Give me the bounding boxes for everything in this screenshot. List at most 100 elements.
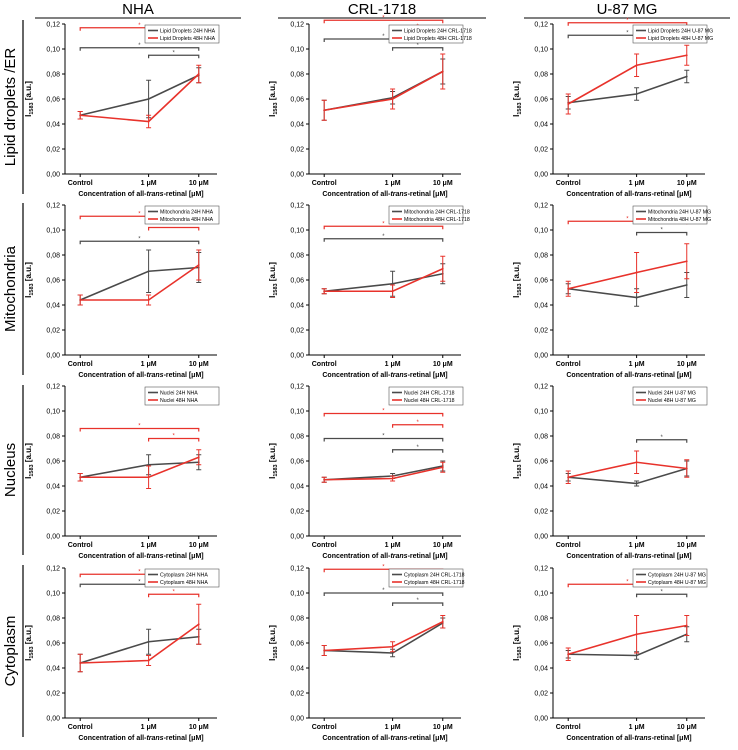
y-axis-label-unit: [a.u.] bbox=[268, 443, 277, 465]
x-tick-label: 10 μM bbox=[677, 724, 697, 731]
significance-bracket bbox=[392, 424, 444, 428]
y-axis-label-sub: 1583 bbox=[29, 283, 35, 295]
x-tick-label: 10 μM bbox=[433, 361, 453, 368]
y-axis-label-main: I bbox=[512, 296, 521, 298]
y-axis-label: I1583 [a.u.] bbox=[268, 81, 279, 117]
x-tick-label: Control bbox=[68, 724, 93, 731]
y-tick-label: 0,06 bbox=[534, 459, 548, 466]
data-point bbox=[441, 620, 444, 623]
significance-star: * bbox=[417, 445, 420, 451]
y-axis-label-sub: 1583 bbox=[517, 283, 523, 295]
column-headers: NHA CRL-1718 U-87 MG bbox=[35, 1, 730, 19]
x-axis-label-italic: trans bbox=[146, 372, 163, 379]
data-point bbox=[635, 633, 638, 636]
x-tick-label: Control bbox=[312, 180, 337, 187]
series-line-48h bbox=[324, 268, 444, 293]
legend-label-48h: Cytoplasm 48H CRL-1718 bbox=[404, 580, 465, 586]
chart-panels: 0,00 0,02 0,04 0,06 0,08 0,10 0,12 Control 1 μM 1… bbox=[24, 15, 713, 742]
data-point bbox=[567, 103, 570, 105]
series-line-48h bbox=[80, 264, 200, 301]
data-point bbox=[567, 653, 570, 656]
significance-bracket bbox=[392, 47, 444, 51]
significance-bracket bbox=[323, 19, 444, 24]
data-point bbox=[391, 290, 394, 293]
series-line-48h bbox=[324, 70, 444, 112]
y-tick-label: 0,08 bbox=[290, 253, 304, 260]
y-axis-label-unit: [a.u.] bbox=[268, 81, 277, 103]
y-tick-label: 0,10 bbox=[534, 47, 548, 54]
y-axis-label: I1583 [a.u.] bbox=[268, 443, 279, 479]
x-axis-label-part: -retinal [μM] bbox=[164, 735, 204, 742]
y-tick-label: 0,02 bbox=[534, 147, 548, 154]
legend-label-24h: Mitochondria 24H CRL-1718 bbox=[404, 210, 470, 216]
y-axis-label: I1583 [a.u.] bbox=[512, 625, 523, 661]
x-axis-label-italic: trans bbox=[634, 191, 651, 198]
y-tick-label: 0,06 bbox=[46, 641, 60, 648]
data-point bbox=[79, 662, 82, 664]
significance-star: * bbox=[138, 43, 141, 49]
data-point bbox=[391, 282, 394, 285]
y-axis-label: I1583 [a.u.] bbox=[512, 443, 523, 479]
y-tick-label: 0,08 bbox=[46, 253, 60, 260]
x-axis-label: Concentration of all-trans-retinal [μM] bbox=[78, 191, 203, 198]
x-tick-label: Control bbox=[68, 180, 93, 187]
x-axis-label: Concentration of all-trans-retinal [μM] bbox=[566, 735, 691, 742]
y-tick-label: 0,10 bbox=[290, 409, 304, 416]
x-tick-label: Control bbox=[556, 724, 581, 731]
significance-star: * bbox=[138, 211, 141, 217]
significance-bracket bbox=[148, 593, 200, 598]
data-point bbox=[147, 659, 150, 662]
chart-panel: 0,00 0,02 0,04 0,06 0,08 0,10 0,12 Control 1 μM 1… bbox=[512, 203, 711, 380]
y-tick-label: 0,12 bbox=[290, 203, 304, 210]
x-tick-label: 10 μM bbox=[189, 361, 209, 368]
y-axis-label: I1583 [a.u.] bbox=[24, 443, 35, 479]
x-axis-label-part: Concentration of all- bbox=[322, 735, 391, 742]
x-tick-label: 1 μM bbox=[629, 542, 645, 549]
y-axis-label-main: I bbox=[24, 477, 33, 479]
y-tick-label: 0,08 bbox=[46, 616, 60, 623]
y-tick-label: 0,12 bbox=[46, 566, 60, 573]
legend-label-48h: Lipid Droplets 48H U-87 MG bbox=[648, 36, 713, 42]
significance-star: * bbox=[173, 434, 176, 440]
y-tick-label: 0,10 bbox=[46, 47, 60, 54]
y-tick-label: 0,08 bbox=[290, 72, 304, 79]
x-axis-label-part: -retinal [μM] bbox=[408, 372, 448, 379]
y-axis-label-sub: 1583 bbox=[29, 464, 35, 476]
x-tick-label: Control bbox=[312, 542, 337, 549]
y-tick-label: 0,02 bbox=[534, 691, 548, 698]
data-point bbox=[197, 73, 200, 75]
legend-box bbox=[144, 386, 220, 406]
chart-panel: 0,00 0,02 0,04 0,06 0,08 0,10 0,12 Control 1 μM 1… bbox=[268, 203, 470, 380]
y-axis-label-sub: 1583 bbox=[273, 646, 279, 658]
significance-star: * bbox=[626, 30, 629, 36]
significance-bracket bbox=[323, 238, 444, 242]
x-axis-label-part: -retinal [μM] bbox=[164, 553, 204, 560]
y-axis-label-main: I bbox=[268, 296, 277, 298]
significance-bracket bbox=[79, 240, 200, 245]
significance-star: * bbox=[661, 589, 664, 595]
significance-star: * bbox=[138, 236, 141, 242]
data-point bbox=[441, 466, 444, 469]
data-point bbox=[391, 652, 394, 654]
y-axis-label-main: I bbox=[24, 296, 33, 298]
x-tick-label: Control bbox=[68, 542, 93, 549]
significance-star: * bbox=[173, 589, 176, 595]
y-axis-label: I1583 [a.u.] bbox=[268, 625, 279, 661]
y-tick-label: 0,12 bbox=[46, 384, 60, 391]
legend-label-24h: Nuclei 24H CRL-1718 bbox=[404, 391, 455, 397]
data-point bbox=[323, 478, 326, 481]
legend-box bbox=[144, 568, 220, 588]
data-point bbox=[685, 624, 688, 627]
significance-star: * bbox=[626, 579, 629, 585]
y-tick-label: 0,06 bbox=[290, 641, 304, 648]
y-tick-label: 0,10 bbox=[46, 228, 60, 235]
x-tick-label: Control bbox=[312, 361, 337, 368]
legend-label-24h: Lipid Droplets 24H U-87 MG bbox=[648, 29, 713, 35]
data-point bbox=[391, 98, 394, 100]
y-tick-label: 0,00 bbox=[46, 172, 60, 179]
x-axis-label-italic: trans bbox=[390, 553, 407, 560]
x-axis-label-italic: trans bbox=[146, 735, 163, 742]
legend-box bbox=[388, 568, 464, 588]
significance-star: * bbox=[173, 223, 176, 229]
data-point bbox=[79, 114, 82, 117]
